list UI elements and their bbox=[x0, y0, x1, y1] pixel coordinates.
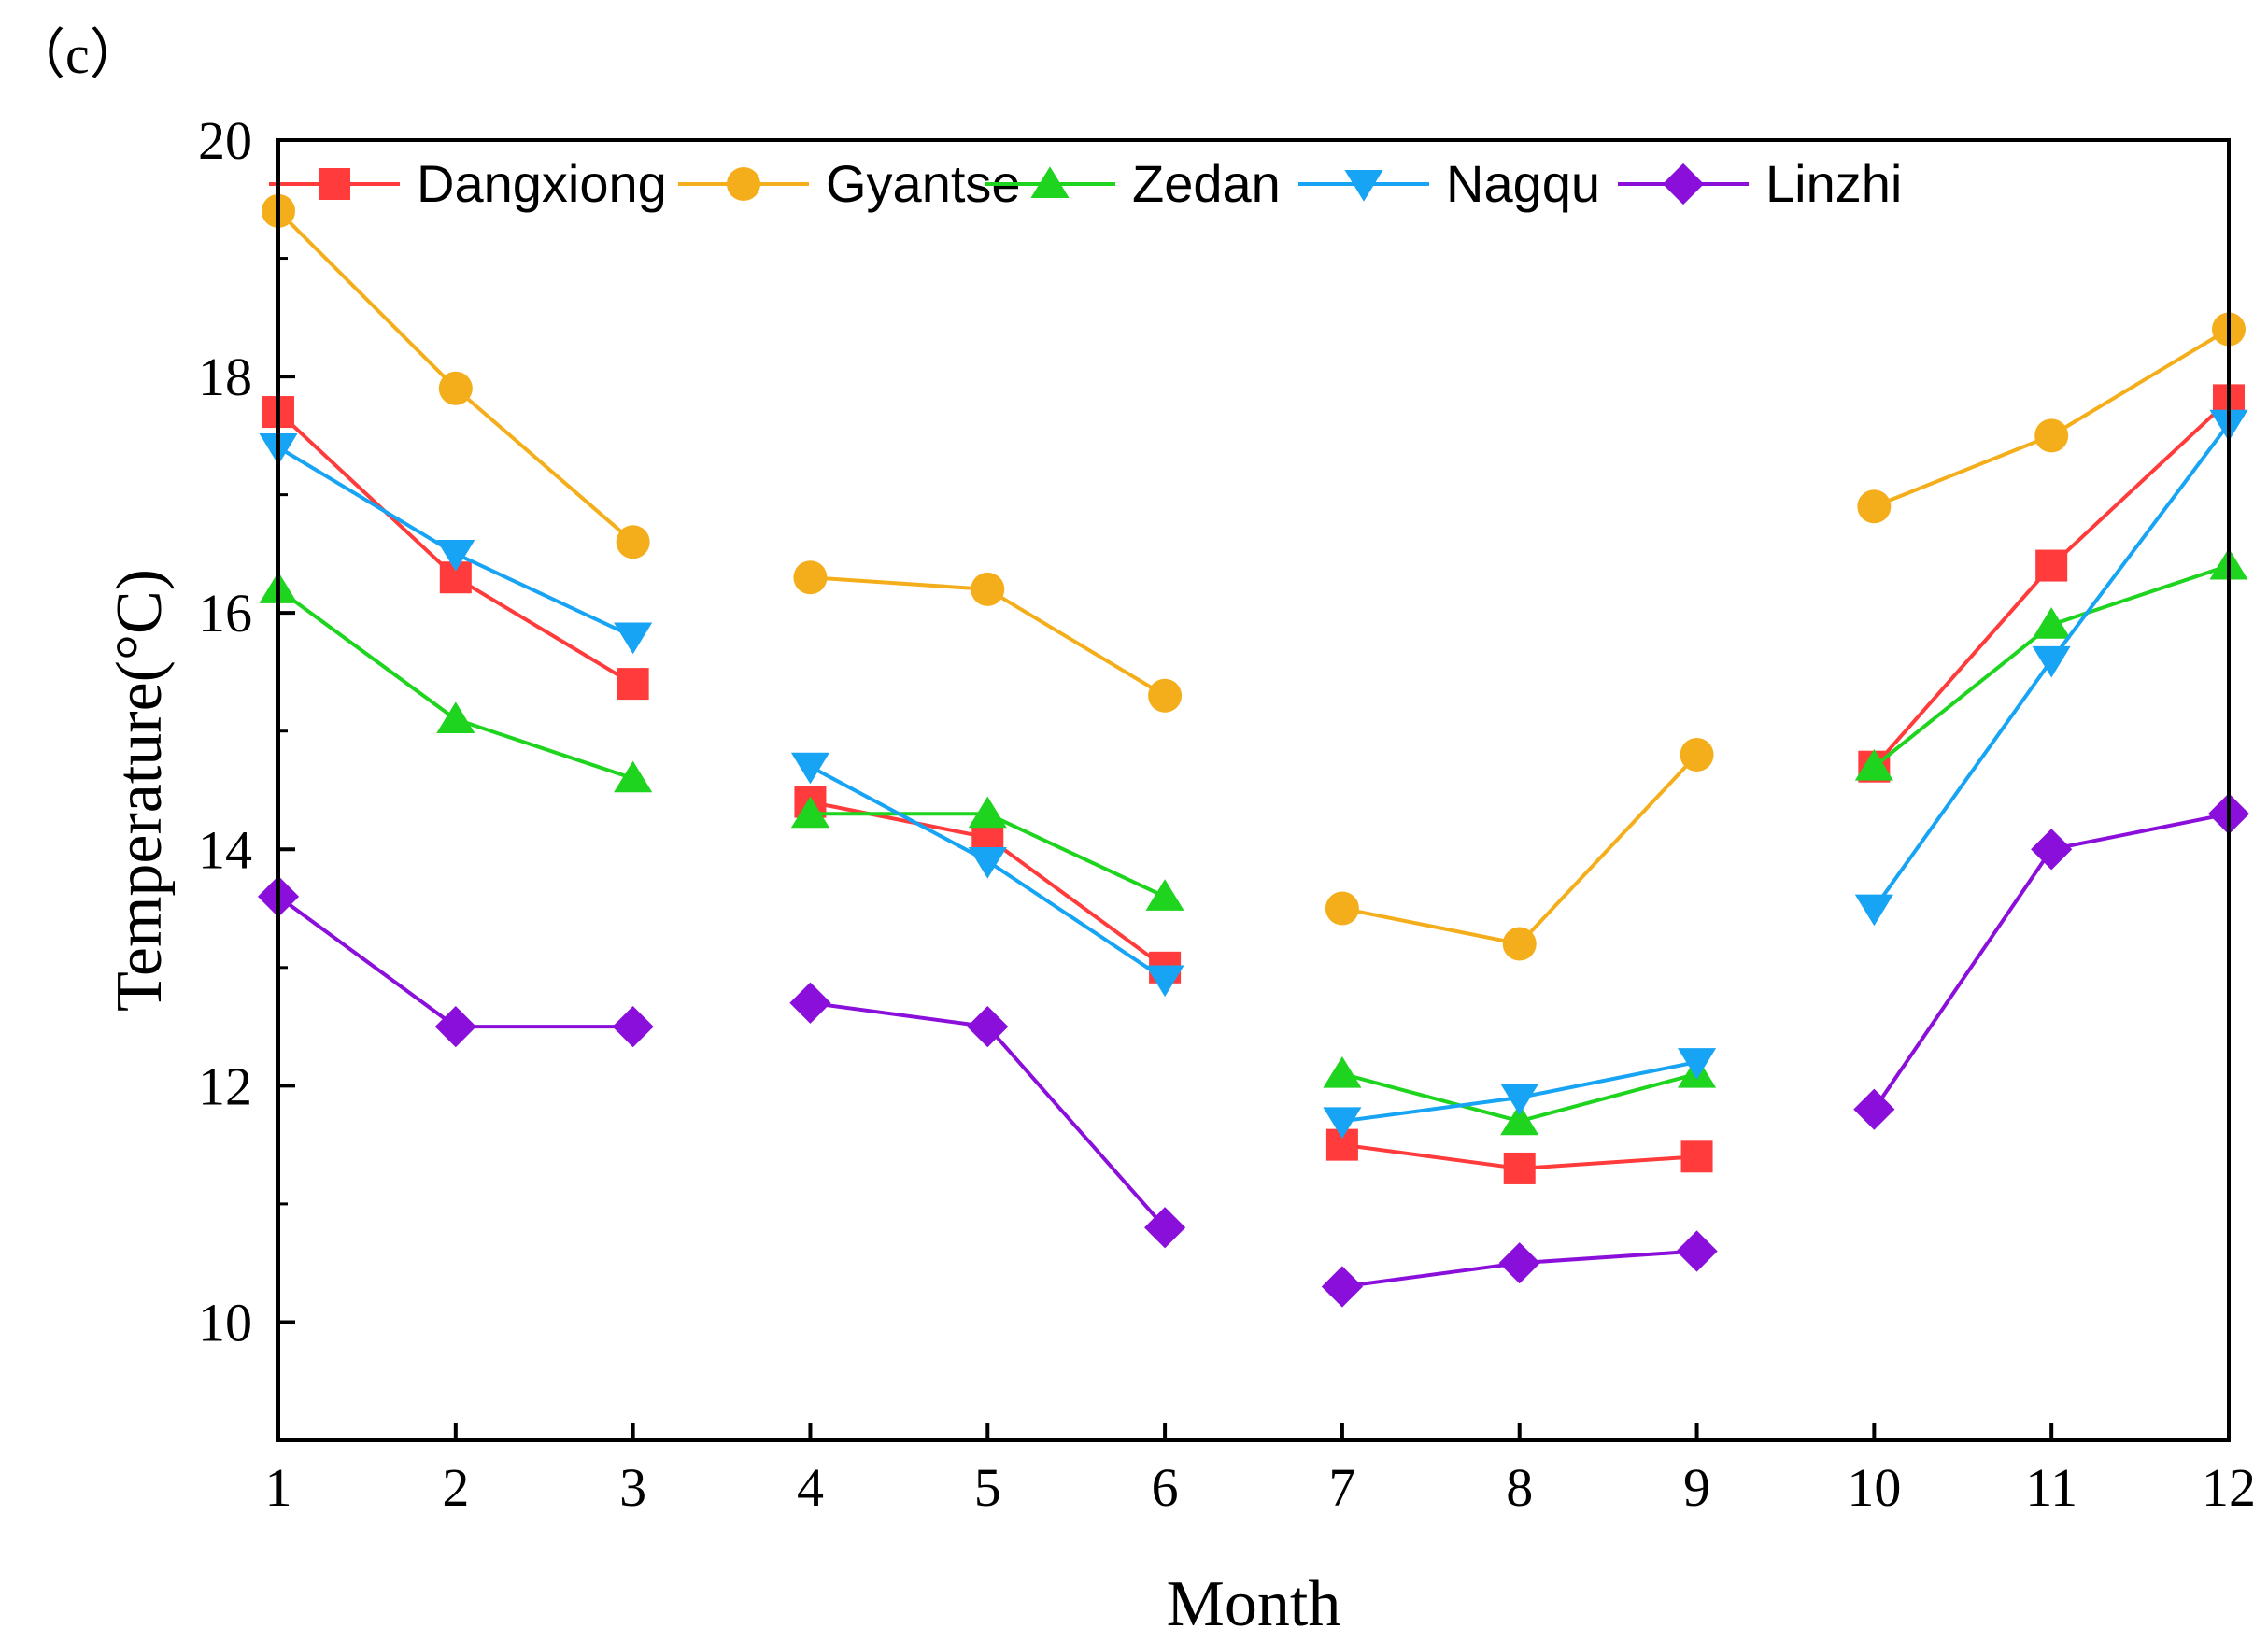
legend-marker-dangxiong bbox=[319, 168, 350, 200]
x-tick-label: 7 bbox=[1328, 1457, 1355, 1518]
x-tick-label: 3 bbox=[619, 1457, 646, 1518]
linzhi-point bbox=[1321, 1266, 1364, 1308]
dangxiong-point bbox=[1680, 1140, 1713, 1173]
x-tick-label: 10 bbox=[1847, 1457, 1901, 1518]
x-tick-label: 11 bbox=[2025, 1457, 2077, 1518]
x-axis-title: Month bbox=[1167, 1568, 1341, 1640]
x-tick-label: 6 bbox=[1152, 1457, 1179, 1518]
x-tick-label: 1 bbox=[265, 1457, 292, 1518]
nagqu-point bbox=[1145, 965, 1184, 998]
series-dangxiong bbox=[262, 384, 2245, 1184]
gyantse-point bbox=[971, 572, 1005, 606]
gyantse-point bbox=[616, 525, 650, 559]
legend-label-linzhi: Linzhi bbox=[1765, 154, 1902, 213]
linzhi-point bbox=[1498, 1242, 1540, 1284]
legend-marker-gyantse bbox=[727, 167, 760, 201]
zedan-point bbox=[436, 701, 475, 734]
x-tick-label: 12 bbox=[2202, 1457, 2256, 1518]
x-tick-label: 2 bbox=[442, 1457, 469, 1518]
x-tick-label: 8 bbox=[1506, 1457, 1533, 1518]
gyantse-line bbox=[1341, 753, 1699, 946]
linzhi-point bbox=[612, 1005, 654, 1048]
x-tick-label: 4 bbox=[797, 1457, 824, 1518]
y-tick-label: 14 bbox=[198, 819, 252, 880]
legend-marker-zedan bbox=[1030, 166, 1070, 198]
y-tick-label: 18 bbox=[198, 347, 252, 407]
zedan-point bbox=[2032, 607, 2071, 639]
legend-marker-linzhi bbox=[1662, 163, 1705, 205]
nagqu-point bbox=[436, 539, 475, 572]
y-tick-label: 20 bbox=[198, 110, 252, 171]
nagqu-point bbox=[1854, 894, 1893, 927]
gyantse-point bbox=[1502, 927, 1537, 961]
linzhi-point bbox=[967, 1005, 1009, 1048]
linzhi-point bbox=[1676, 1230, 1718, 1272]
nagqu-point bbox=[2032, 645, 2071, 678]
series-linzhi bbox=[257, 793, 2250, 1308]
x-tick-label: 5 bbox=[974, 1457, 1001, 1518]
gyantse-point bbox=[438, 371, 473, 405]
zedan-line bbox=[276, 588, 634, 781]
zedan-point bbox=[968, 796, 1007, 829]
legend-marker-nagqu bbox=[1344, 170, 1383, 202]
zedan-point bbox=[614, 760, 653, 793]
y-tick-label: 16 bbox=[198, 583, 252, 644]
gyantse-point bbox=[1680, 738, 1714, 772]
gyantse-point bbox=[2034, 418, 2069, 453]
series-zedan bbox=[259, 547, 2248, 1136]
gyantse-point bbox=[1857, 489, 1892, 524]
gyantse-line bbox=[1873, 327, 2231, 509]
nagqu-point bbox=[1500, 1084, 1539, 1115]
gyantse-point bbox=[793, 560, 828, 595]
linzhi-point bbox=[434, 1005, 476, 1048]
y-tick-label: 10 bbox=[198, 1292, 252, 1353]
legend-label-dangxiong: Dangxiong bbox=[417, 154, 667, 213]
linzhi-point bbox=[789, 982, 831, 1024]
linzhi-point bbox=[1853, 1088, 1895, 1130]
x-tick-label: 9 bbox=[1683, 1457, 1710, 1518]
dangxiong-point bbox=[1503, 1152, 1536, 1184]
legend-label-nagqu: Nagqu bbox=[1446, 154, 1600, 213]
nagqu-point bbox=[790, 752, 830, 785]
linzhi-point bbox=[2031, 829, 2073, 871]
nagqu-point bbox=[1677, 1048, 1717, 1080]
y-axis-title: Temperature(°C) bbox=[104, 569, 176, 1012]
nagqu-point bbox=[1323, 1107, 1362, 1140]
nagqu-point bbox=[614, 622, 653, 655]
zedan-point bbox=[1500, 1103, 1539, 1136]
plot-frame bbox=[276, 138, 2231, 1442]
panel-label: （c） bbox=[11, 24, 144, 85]
legend: Dangxiong Gyantse Zedan Nagqu Linzhi bbox=[269, 154, 1902, 213]
dangxiong-point bbox=[617, 668, 649, 701]
nagqu-point bbox=[968, 846, 1007, 879]
zedan-point bbox=[1854, 748, 1893, 781]
series-nagqu bbox=[259, 409, 2248, 1140]
linzhi-point bbox=[1143, 1207, 1186, 1249]
series-gyantse bbox=[262, 193, 2246, 961]
zedan-point bbox=[1145, 879, 1184, 911]
y-tick-label: 12 bbox=[198, 1055, 252, 1116]
legend-label-zedan: Zedan bbox=[1132, 154, 1281, 213]
zedan-point bbox=[1323, 1056, 1362, 1088]
gyantse-point bbox=[1148, 678, 1183, 713]
gyantse-point bbox=[1325, 891, 1359, 926]
dangxiong-point bbox=[2035, 549, 2068, 582]
zedan-point bbox=[790, 796, 830, 829]
